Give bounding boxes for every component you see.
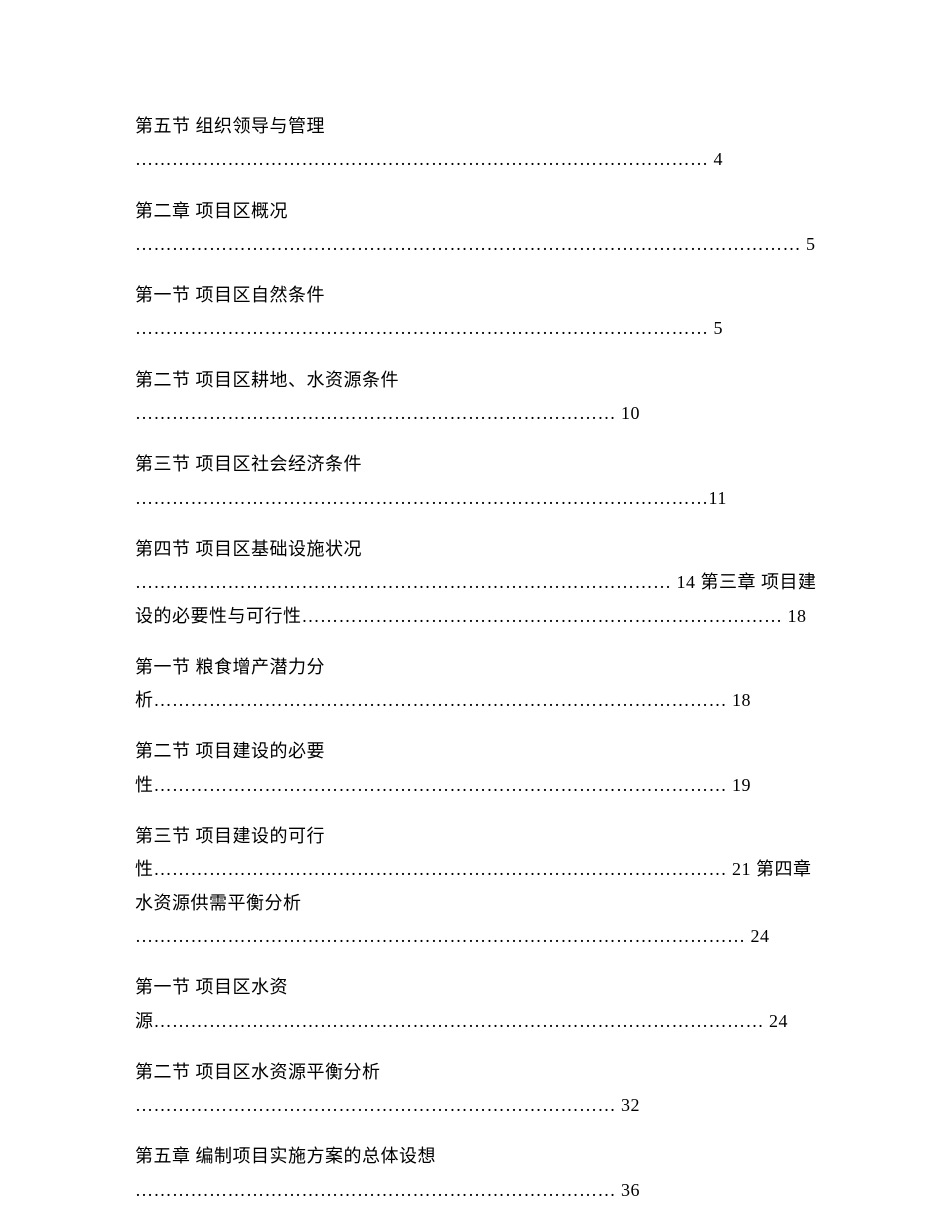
toc-entry: 第三节 项目区社会经济条件 ……………………………………………………………………… <box>135 448 825 515</box>
toc-entry: 第二节 项目建设的必要性…………………………………………………………………………… <box>135 735 825 802</box>
toc-entry: 第二章 项目区概况 ………………………………………………………………………………… <box>135 195 825 262</box>
toc-entry: 第一节 项目区水资源………………………………………………………………………………… <box>135 971 825 1038</box>
table-of-contents: 第五节 组织领导与管理 …………………………………………………………………………… <box>135 110 825 1207</box>
toc-entry: 第四节 项目区基础设施状况 ……………………………………………………………………… <box>135 533 825 633</box>
toc-entry: 第一节 粮食增产潜力分析…………………………………………………………………………… <box>135 651 825 718</box>
toc-entry: 第五节 组织领导与管理 …………………………………………………………………………… <box>135 110 825 177</box>
toc-entry: 第五章 编制项目实施方案的总体设想 …………………………………………………………… <box>135 1140 825 1207</box>
toc-entry: 第一节 项目区自然条件 …………………………………………………………………………… <box>135 279 825 346</box>
toc-entry: 第二节 项目区水资源平衡分析 …………………………………………………………………… <box>135 1056 825 1123</box>
toc-entry: 第二节 项目区耕地、水资源条件 ………………………………………………………………… <box>135 364 825 431</box>
toc-entry: 第三节 项目建设的可行性…………………………………………………………………………… <box>135 820 825 953</box>
